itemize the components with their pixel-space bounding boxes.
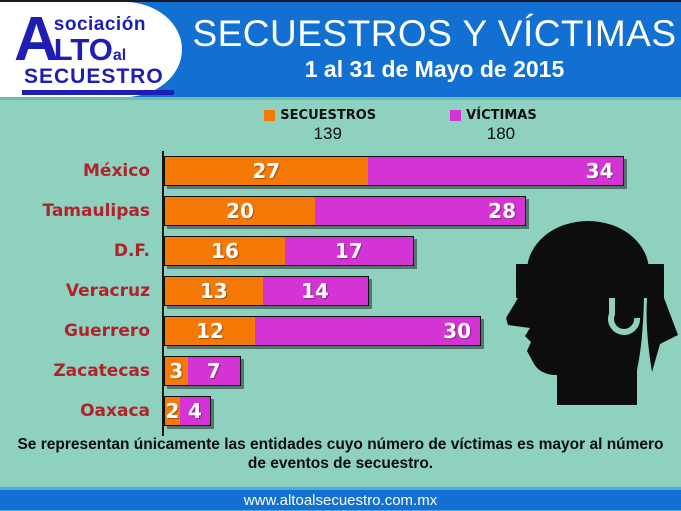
logo-initial-a: A [14,5,59,74]
victimas-segment: 34 [367,157,623,185]
secuestros-segment: 3 [165,357,188,385]
secuestros-segment: 27 [165,157,368,185]
stacked-bar: 12 30 [164,316,481,346]
chart-row: Guerrero 12 30 [0,316,681,346]
bar-rows: México 27 34 Tamaulipas 20 28 D.F. 16 17 Veracruz… [0,156,681,426]
victimas-swatch-icon [450,110,462,121]
page-title: SECUESTROS Y VÍCTIMAS [192,13,677,54]
victimas-value: 17 [334,239,363,263]
victimas-segment: 17 [285,237,413,265]
secuestros-value: 27 [252,159,281,183]
logo-word-secuestro: SECUESTRO [22,66,174,95]
category-label: Oaxaca [80,401,150,421]
chart-row: México 27 34 [0,156,681,186]
legend-item-secuestros: SECUESTROS 139 [264,108,376,146]
logo-panel: A sociación LTOal SECUESTRO [0,2,182,97]
footer-bar: www.altoalsecuestro.com.mx [0,487,681,511]
category-label: Tamaulipas [42,201,150,221]
page-subtitle: 1 al 31 de Mayo de 2015 [304,56,565,82]
footer-link[interactable]: www.altoalsecuestro.com.mx [243,491,438,509]
main-area: SECUESTROS 139 VÍCTIMAS 180 México 27 34 Ta… [0,100,681,487]
stacked-bar: 16 17 [164,236,414,266]
category-label: Veracruz [65,281,150,301]
victimas-value: 28 [488,199,516,223]
victimas-value: 30 [443,319,471,343]
victimas-segment: 30 [255,317,480,345]
legend-label-victimas: VÍCTIMAS [466,108,537,123]
chart-axis-line [162,151,164,436]
secuestros-segment: 12 [165,317,255,345]
category-label: D.F. [113,241,150,261]
secuestros-segment: 16 [165,237,285,265]
stacked-bar: 27 34 [164,156,624,186]
secuestros-value: 13 [199,279,228,303]
legend-total-secuestros: 139 [313,124,342,143]
secuestros-value: 12 [196,319,224,343]
chart-legend: SECUESTROS 139 VÍCTIMAS 180 [120,108,681,146]
secuestros-value: 20 [226,199,254,223]
victimas-value: 4 [188,399,202,423]
category-label: Zacatecas [53,361,150,381]
legend-label-secuestros: SECUESTROS [280,108,377,123]
header: A sociación LTOal SECUESTRO SECUESTROS Y… [0,2,681,100]
victimas-value: 7 [206,359,221,383]
secuestros-segment: 20 [165,197,315,225]
chart-row: Veracruz 13 14 [0,276,681,306]
secuestros-value: 3 [169,359,184,383]
victimas-segment: 14 [262,277,368,305]
secuestros-segment: 2 [165,397,180,425]
legend-total-victimas: 180 [486,124,516,143]
victimas-value: 14 [301,279,329,303]
hostage-head-icon [506,221,678,405]
chart-row: D.F. 16 17 [0,236,681,266]
secuestros-value: 2 [165,399,180,423]
victimas-segment: 7 [187,357,240,385]
logo-word-al: al [112,47,127,64]
logo-word-lto: LTO [53,32,113,67]
stacked-bar: 13 14 [164,276,369,306]
category-label: Guerrero [64,321,150,341]
secuestros-swatch-icon [264,110,276,121]
victimas-segment: 28 [315,197,525,225]
bar-chart: México 27 34 Tamaulipas 20 28 D.F. 16 17 Veracruz… [0,151,681,436]
footnote: Se representan únicamente las entidades … [17,436,664,472]
legend-item-victimas: VÍCTIMAS 180 [450,108,537,146]
title-block: SECUESTROS Y VÍCTIMAS 1 al 31 de Mayo de… [188,2,681,83]
category-label: México [83,161,150,181]
chart-row: Oaxaca 2 4 [0,396,681,426]
victimas-value: 34 [585,159,614,183]
alto-al-secuestro-logo: A sociación LTOal SECUESTRO [14,7,182,95]
victimas-segment: 4 [180,397,210,425]
secuestros-segment: 13 [165,277,263,305]
secuestros-value: 16 [211,239,239,263]
chart-row: Tamaulipas 20 28 [0,196,681,226]
stacked-bar: 20 28 [164,196,526,226]
logo-word-sociacion: sociación [53,14,146,35]
chart-row: Zacatecas 3 7 [0,356,681,386]
